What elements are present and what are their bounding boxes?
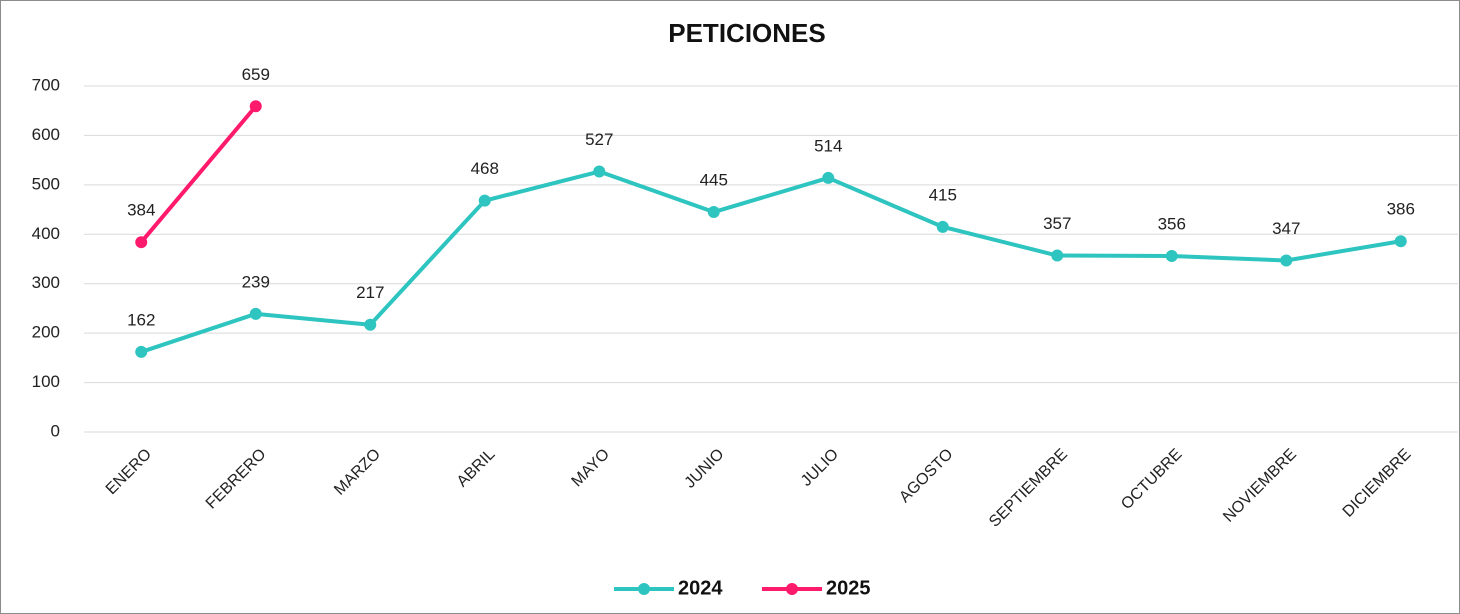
data-label: 468 [471, 159, 499, 178]
data-label: 239 [242, 272, 270, 291]
data-point [478, 194, 491, 207]
data-point [822, 171, 835, 184]
data-label: 445 [700, 171, 728, 190]
data-label: 217 [356, 283, 384, 302]
y-tick-label: 500 [32, 174, 60, 193]
data-point [707, 206, 720, 219]
data-point [135, 345, 148, 358]
data-label: 415 [929, 185, 957, 204]
y-tick-label: 300 [32, 273, 60, 292]
legend-label: 2024 [678, 577, 723, 599]
legend-marker [786, 583, 798, 595]
legend-marker [638, 583, 650, 595]
data-point [936, 220, 949, 233]
data-point [249, 307, 262, 320]
y-tick-label: 200 [32, 323, 60, 342]
data-point [249, 100, 262, 113]
data-point [1165, 250, 1178, 263]
data-point [1051, 249, 1064, 262]
legend-label: 2025 [826, 577, 871, 599]
data-label: 356 [1158, 215, 1186, 234]
y-tick-label: 100 [32, 372, 60, 391]
series-line [140, 169, 1402, 354]
data-label: 659 [242, 65, 270, 84]
series-line [139, 104, 258, 244]
data-point [135, 236, 148, 249]
data-point [1280, 254, 1293, 267]
y-tick-label: 400 [32, 224, 60, 243]
data-label: 347 [1272, 219, 1300, 238]
data-label: 527 [585, 130, 613, 149]
data-label: 162 [127, 310, 155, 329]
data-label: 384 [127, 201, 155, 220]
data-point [364, 318, 377, 331]
y-tick-label: 0 [51, 421, 60, 440]
data-label: 357 [1043, 214, 1071, 233]
chart-title: PETICIONES [668, 18, 825, 48]
data-point [1394, 235, 1407, 248]
data-label: 514 [814, 136, 842, 155]
y-tick-label: 700 [32, 75, 60, 94]
data-label: 386 [1387, 200, 1415, 219]
data-point [593, 165, 606, 178]
y-tick-label: 600 [32, 125, 60, 144]
